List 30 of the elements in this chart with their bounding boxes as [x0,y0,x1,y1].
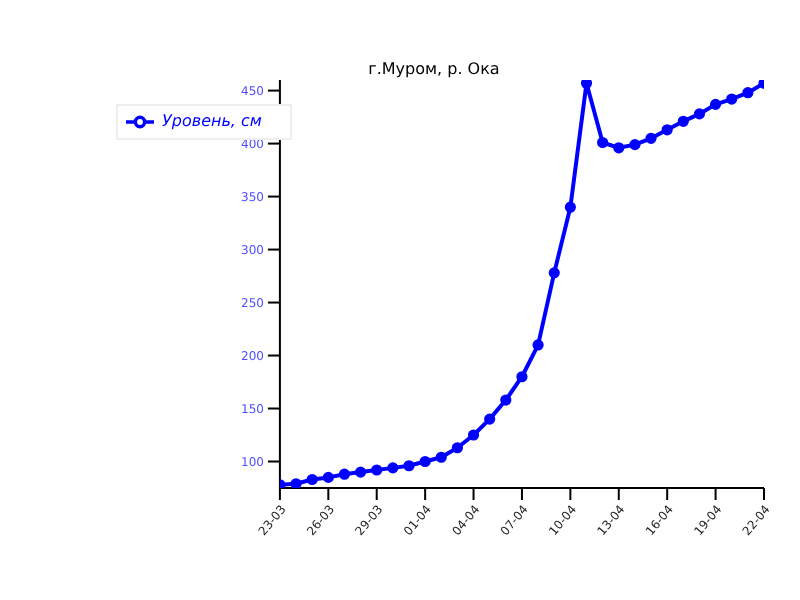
point [629,139,641,151]
point [661,124,673,136]
point [484,413,496,425]
legend-label: Уровень, см [162,112,262,131]
point [354,466,367,478]
point [677,115,689,127]
point [516,371,528,383]
point [564,201,576,213]
point [742,87,754,99]
point [290,478,302,488]
point [306,473,318,486]
point [419,455,431,468]
point [532,339,544,351]
point [467,429,480,441]
point [613,142,625,154]
point [597,136,609,149]
point [387,462,399,474]
point [338,468,351,480]
point [451,442,464,454]
point [322,471,334,483]
point [645,132,657,144]
chart-title: г.Муром, р. Ока [366,60,502,78]
point [500,394,512,406]
point [693,108,706,120]
point [371,464,383,476]
point [435,451,447,463]
point [726,93,738,105]
point [403,460,415,472]
point [548,267,560,279]
point [709,98,722,110]
